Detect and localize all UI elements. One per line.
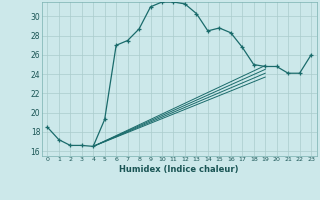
X-axis label: Humidex (Indice chaleur): Humidex (Indice chaleur) (119, 165, 239, 174)
